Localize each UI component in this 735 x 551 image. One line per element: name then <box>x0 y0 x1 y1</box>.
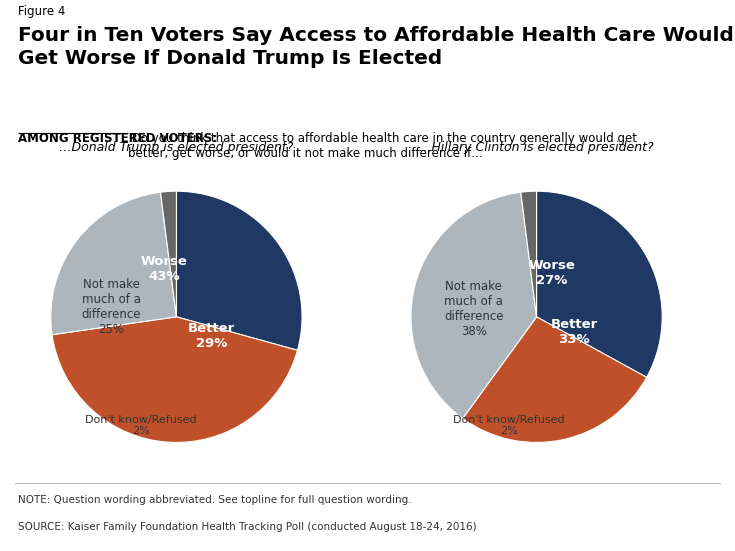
Text: NOTE: Question wording abbreviated. See topline for full question wording.: NOTE: Question wording abbreviated. See … <box>18 495 412 505</box>
Wedge shape <box>160 191 176 317</box>
Text: THE HENRY J.: THE HENRY J. <box>639 486 684 492</box>
Wedge shape <box>176 191 302 350</box>
Wedge shape <box>52 317 298 442</box>
Wedge shape <box>537 191 662 377</box>
Text: Don't know/Refused
2%: Don't know/Refused 2% <box>85 415 197 436</box>
Text: Better
33%: Better 33% <box>551 318 598 346</box>
Text: Do you think that access to affordable health care in the country generally woul: Do you think that access to affordable h… <box>128 132 637 160</box>
Text: FAMILY: FAMILY <box>633 519 690 534</box>
Text: AMONG REGISTERED VOTERS:: AMONG REGISTERED VOTERS: <box>18 132 218 145</box>
Text: SOURCE: Kaiser Family Foundation Health Tracking Poll (conducted August 18-24, 2: SOURCE: Kaiser Family Foundation Health … <box>18 522 477 532</box>
Text: Don't know/Refused
2%: Don't know/Refused 2% <box>453 415 564 436</box>
Text: Better
29%: Better 29% <box>188 322 235 350</box>
Text: Four in Ten Voters Say Access to Affordable Health Care Would
Get Worse If Donal: Four in Ten Voters Say Access to Afforda… <box>18 26 734 68</box>
Title: …Hillary Clinton is elected president?: …Hillary Clinton is elected president? <box>419 142 654 154</box>
Text: Worse
43%: Worse 43% <box>140 255 187 283</box>
Title: …Donald Trump is elected president?: …Donald Trump is elected president? <box>60 142 293 154</box>
Text: Worse
27%: Worse 27% <box>528 259 575 287</box>
Text: KAISER: KAISER <box>631 501 692 516</box>
Wedge shape <box>521 191 537 317</box>
Text: Figure 4: Figure 4 <box>18 5 65 18</box>
Text: Not make
much of a
difference
25%: Not make much of a difference 25% <box>82 278 141 336</box>
Text: Not make
much of a
difference
38%: Not make much of a difference 38% <box>444 280 503 338</box>
Wedge shape <box>463 317 647 442</box>
Wedge shape <box>51 192 176 334</box>
Wedge shape <box>411 192 537 418</box>
Text: FOUNDATION: FOUNDATION <box>637 537 686 546</box>
